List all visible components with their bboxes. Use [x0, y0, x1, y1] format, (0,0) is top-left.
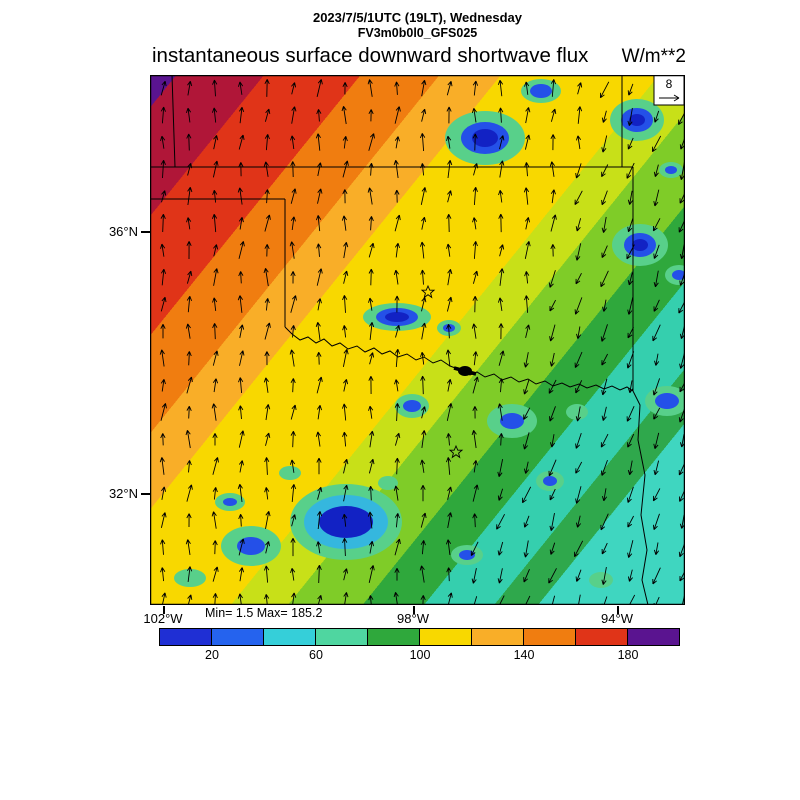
map-plot-area: 8 — [149, 74, 693, 612]
colorbar — [159, 628, 680, 646]
flux-map: 8 — [149, 74, 693, 612]
lat-tick-36n — [141, 231, 150, 233]
colorbar-cell-7 — [523, 628, 576, 646]
colorbar-cell-6 — [471, 628, 524, 646]
min-max-label: Min= 1.5 Max= 185.2 — [205, 606, 323, 620]
lon-label-102w: 102°W — [143, 611, 183, 626]
colorbar-tick-label: 60 — [309, 648, 323, 662]
colorbar-cell-8 — [575, 628, 628, 646]
colorbar-cell-4 — [367, 628, 420, 646]
reference-vector-box: 8 — [653, 74, 685, 106]
lon-tick-102w — [163, 606, 165, 614]
reference-vector-arrow-icon — [659, 94, 680, 102]
units-label: W/m**2 — [621, 46, 686, 67]
lon-label-94w: 94°W — [601, 611, 633, 626]
colorbar-cell-3 — [315, 628, 368, 646]
lon-label-98w: 98°W — [397, 611, 429, 626]
reference-vector-value: 8 — [666, 77, 673, 91]
plot-title: instantaneous surface downward shortwave… — [152, 44, 589, 67]
colorbar-tick-label: 140 — [513, 648, 535, 662]
colorbar-tick-labels: 20 60 100 140 180 — [160, 648, 680, 664]
colorbar-cell-1 — [211, 628, 264, 646]
city-star-marker — [420, 284, 436, 299]
colorbar-cell-0 — [159, 628, 212, 646]
valid-time-header: 2023/7/5/1UTC (19LT), Wednesday — [312, 10, 523, 25]
colorbar-tick-label: 100 — [409, 648, 431, 662]
lon-tick-94w — [617, 606, 619, 614]
lon-tick-98w — [413, 606, 415, 614]
model-name-header: FV3m0b0l0_GFS025 — [357, 26, 478, 40]
colorbar-tick-label: 20 — [205, 648, 219, 662]
lat-label-36n: 36°N — [108, 224, 138, 239]
colorbar-cell-5 — [419, 628, 472, 646]
lat-label-32n: 32°N — [108, 486, 138, 501]
city-star-marker — [448, 444, 464, 459]
cloud-blobs — [174, 79, 693, 588]
flux-field — [150, 75, 685, 605]
wind-arrows — [159, 79, 688, 612]
map-frame — [149, 74, 686, 606]
title-row: instantaneous surface downward shortwave… — [150, 44, 686, 70]
lat-tick-32n — [141, 493, 150, 495]
colorbar-tick-label: 180 — [617, 648, 639, 662]
river-thick-segment — [453, 366, 477, 376]
colorbar-cell-9 — [627, 628, 680, 646]
colorbar-cell-2 — [263, 628, 316, 646]
